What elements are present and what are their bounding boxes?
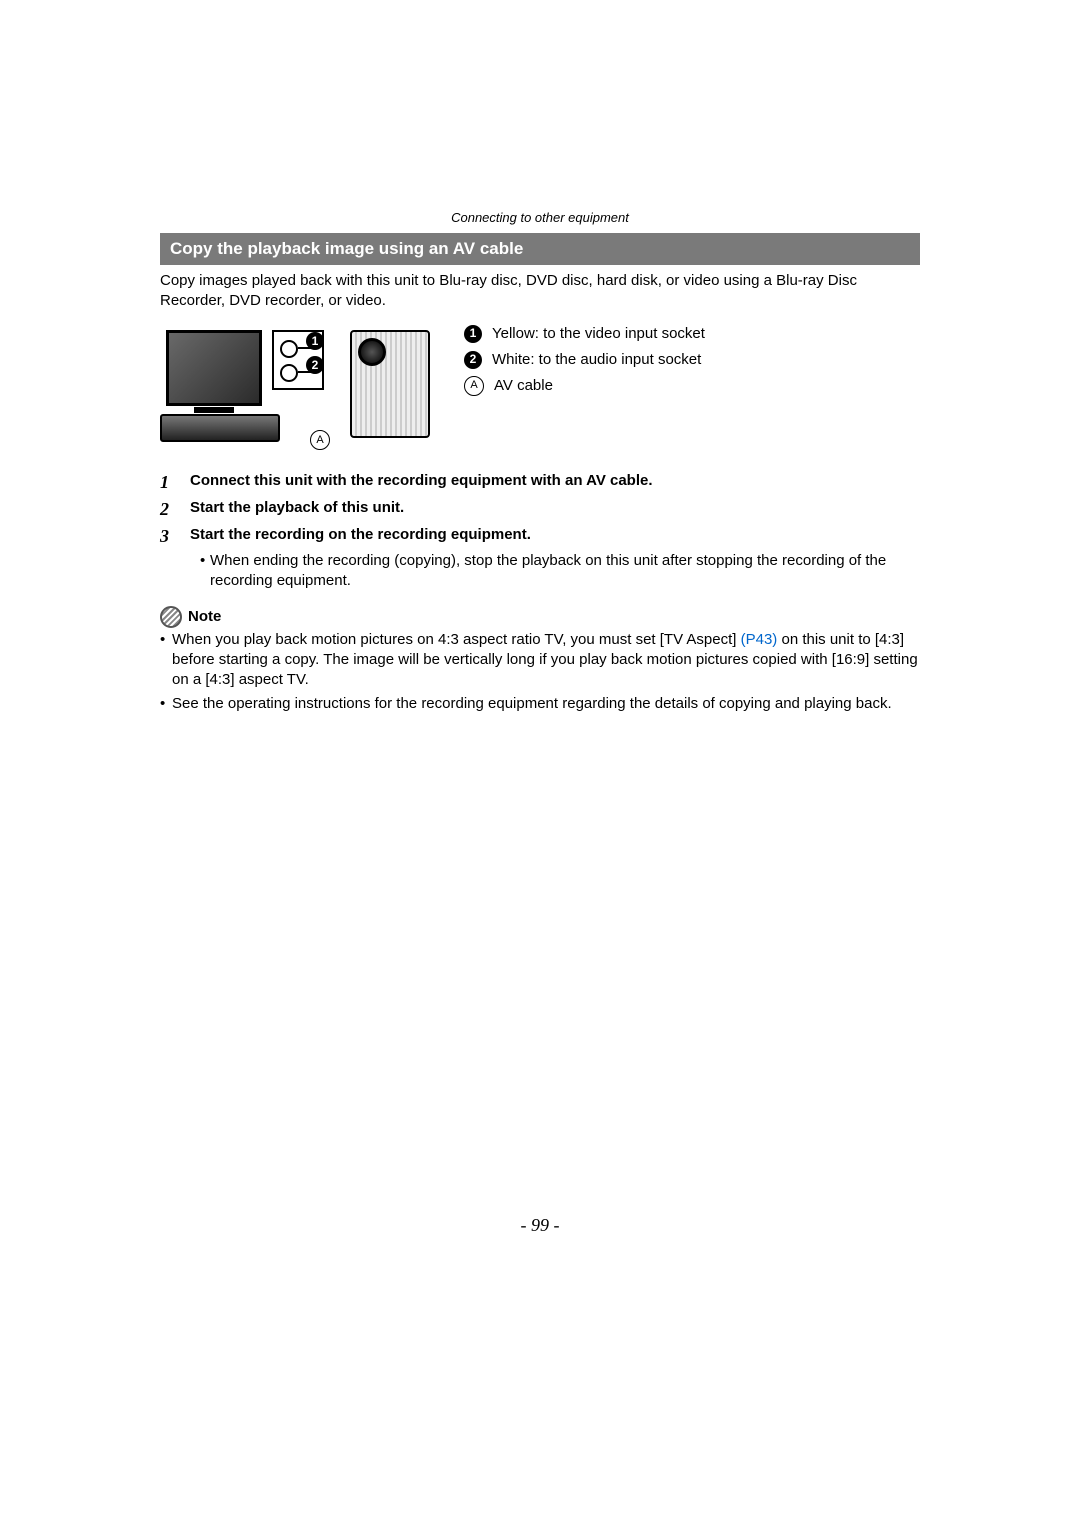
step-3: 3 Start the recording on the recording e… [160,524,920,549]
note-icon [160,606,182,628]
note-bullet-1: • When you play back motion pictures on … [160,630,920,691]
connection-diagram: 1 2 A [160,322,440,452]
step-number: 3 [160,524,190,549]
diagram-row: 1 2 A 1 Yellow: to the video input socke… [160,322,920,452]
step-number: 1 [160,470,190,495]
legend-item-a: A AV cable [464,374,705,398]
bullet-icon: • [200,551,210,592]
breadcrumb: Connecting to other equipment [160,210,920,225]
step-text: Start the playback of this unit. [190,497,920,522]
section-title: Copy the playback image using an AV cabl… [160,233,920,265]
legend-text-a: AV cable [494,374,553,398]
step-number: 2 [160,497,190,522]
diagram-legend: 1 Yellow: to the video input socket 2 Wh… [464,322,705,400]
legend-item-1: 1 Yellow: to the video input socket [464,322,705,346]
legend-text-2: White: to the audio input socket [492,348,701,372]
note-1-text: When you play back motion pictures on 4:… [172,630,920,691]
bullet-icon: • [160,630,172,691]
diagram-label-a: A [310,430,330,450]
step-2: 2 Start the playback of this unit. [160,497,920,522]
recorder-icon [160,414,280,442]
note-label: Note [188,608,221,625]
legend-text-1: Yellow: to the video input socket [492,322,705,346]
legend-badge-1: 1 [464,325,482,343]
camera-icon [350,330,430,438]
tv-icon [166,330,262,406]
legend-badge-2: 2 [464,351,482,369]
note-2-text: See the operating instructions for the r… [172,694,892,714]
step-1: 1 Connect this unit with the recording e… [160,470,920,495]
note-header: Note [160,606,920,628]
steps-list: 1 Connect this unit with the recording e… [160,470,920,592]
step-text: Start the recording on the recording equ… [190,524,920,549]
bullet-icon: • [160,694,172,714]
manual-page: Connecting to other equipment Copy the p… [150,210,930,1236]
step-text: Connect this unit with the recording equ… [190,470,920,495]
diagram-badge-2: 2 [306,356,324,374]
intro-paragraph: Copy images played back with this unit t… [160,271,920,312]
legend-letter-a: A [464,376,484,396]
tv-aspect-link[interactable]: (P43) [741,631,778,648]
step-3-note-text: When ending the recording (copying), sto… [210,551,920,592]
page-number: - 99 - [160,1215,920,1236]
note-1-pre: When you play back motion pictures on 4:… [172,631,741,648]
legend-item-2: 2 White: to the audio input socket [464,348,705,372]
diagram-badge-1: 1 [306,332,324,350]
step-3-note: • When ending the recording (copying), s… [200,551,920,592]
note-bullet-2: • See the operating instructions for the… [160,694,920,714]
